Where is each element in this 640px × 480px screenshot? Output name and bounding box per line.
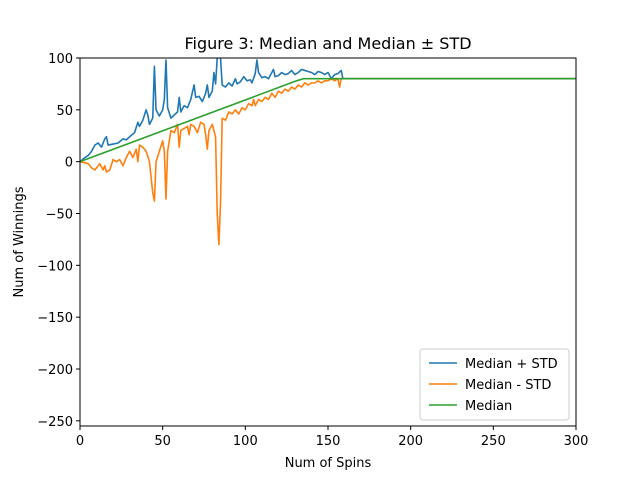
axes-layer: 0 50 100 150 200 250 300 100 50 0 −50 −100 −150 −200 −… bbox=[37, 52, 588, 449]
legend: Median + STD Median - STD Median bbox=[419, 348, 570, 421]
x-tick-label: 200 bbox=[398, 434, 423, 449]
x-tick-label: 150 bbox=[316, 434, 341, 449]
y-axis-label: Num of Winnings bbox=[12, 186, 27, 297]
x-tick-label: 0 bbox=[76, 434, 84, 449]
legend-label-2: Median bbox=[465, 399, 512, 414]
series-layer bbox=[80, 58, 576, 246]
y-tick-label: 0 bbox=[65, 156, 73, 171]
y-tick-label: 50 bbox=[56, 104, 73, 119]
series-line-2 bbox=[80, 77, 576, 163]
y-tick-label: −250 bbox=[37, 415, 73, 430]
x-tick-label: 300 bbox=[564, 434, 589, 449]
legend-box bbox=[419, 348, 570, 421]
x-tick-label: 50 bbox=[154, 434, 171, 449]
x-tick-label: 250 bbox=[481, 434, 506, 449]
y-tick-label: −200 bbox=[37, 363, 73, 378]
y-tick-label: −50 bbox=[46, 207, 73, 222]
series-line-0 bbox=[80, 58, 576, 163]
chart-title: Figure 3: Median and Median ± STD bbox=[184, 34, 471, 53]
y-tick-label: −150 bbox=[37, 311, 73, 326]
x-tick-label: 100 bbox=[233, 434, 258, 449]
y-tick-label: 100 bbox=[48, 52, 73, 67]
x-axis-label: Num of Spins bbox=[285, 456, 372, 471]
legend-label-0: Median + STD bbox=[465, 357, 558, 372]
y-tick-label: −100 bbox=[37, 259, 73, 274]
legend-label-1: Median - STD bbox=[465, 378, 551, 393]
series-line-1 bbox=[80, 77, 576, 246]
